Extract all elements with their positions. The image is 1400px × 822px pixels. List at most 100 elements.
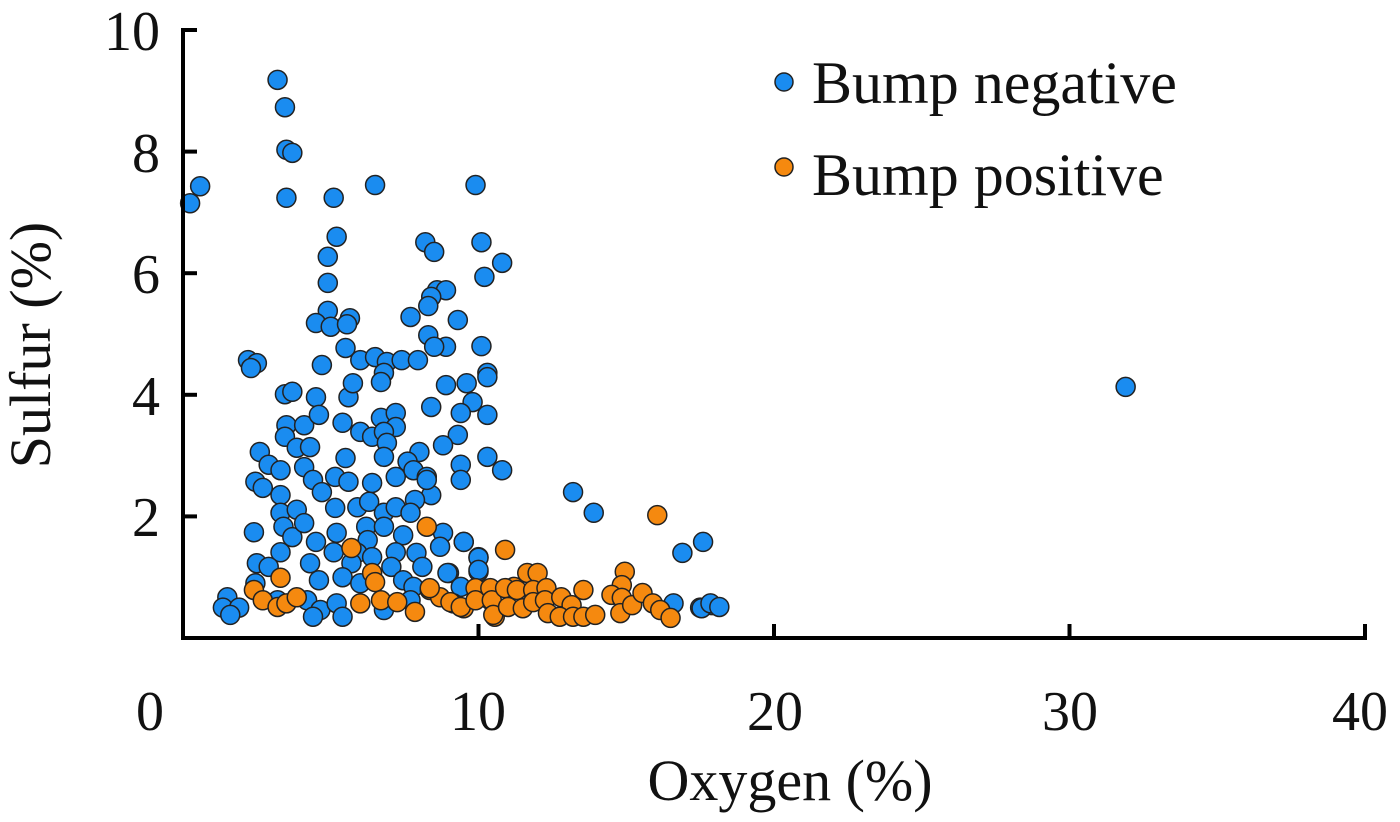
data-point-bump-positive xyxy=(364,571,386,593)
data-point-bump-negative xyxy=(282,381,303,403)
y-tick-label-2: 2 xyxy=(132,487,160,549)
legend-marker-bump-positive xyxy=(774,157,794,177)
data-point-bump-positive xyxy=(386,591,408,613)
data-point-bump-negative xyxy=(562,481,584,503)
data-point-bump-negative xyxy=(324,497,346,519)
data-point-bump-negative xyxy=(373,446,395,468)
data-point-bump-negative xyxy=(709,596,730,618)
data-point-bump-negative xyxy=(308,404,330,426)
data-point-bump-negative xyxy=(293,512,315,534)
data-point-bump-negative xyxy=(420,396,442,418)
y-tick-label-6: 6 xyxy=(132,244,160,306)
data-point-bump-negative xyxy=(299,436,321,458)
data-point-bump-negative xyxy=(276,187,297,209)
data-point-bump-negative xyxy=(432,435,454,456)
legend-label-bump-positive: Bump positive xyxy=(812,142,1164,208)
data-point-bump-negative xyxy=(453,531,474,553)
data-point-bump-negative xyxy=(338,471,359,492)
data-point-bump-negative xyxy=(474,266,495,288)
data-point-bump-negative xyxy=(361,472,383,494)
data-point-bump-negative xyxy=(336,314,358,335)
data-point-bump-negative xyxy=(332,606,353,627)
data-point-bump-negative xyxy=(282,526,303,548)
data-point-bump-negative xyxy=(252,477,274,499)
x-tick-label-20: 20 xyxy=(747,681,803,743)
legend-marker-bump-negative xyxy=(774,72,794,92)
data-point-bump-negative xyxy=(423,336,445,358)
data-point-bump-negative xyxy=(450,469,472,491)
data-point-bump-negative xyxy=(293,414,315,436)
data-point-bump-negative xyxy=(179,193,201,214)
data-points xyxy=(179,69,1136,629)
data-point-bump-negative xyxy=(447,424,469,446)
data-point-bump-negative xyxy=(317,246,339,268)
data-point-bump-negative xyxy=(450,402,472,424)
legend: Bump negative Bump positive xyxy=(774,50,1177,208)
data-point-bump-positive xyxy=(404,601,426,623)
x-axis-label: Oxygen (%) xyxy=(647,748,932,813)
data-point-bump-negative xyxy=(407,349,429,371)
data-point-bump-positive xyxy=(416,516,438,537)
data-point-bump-negative xyxy=(240,357,262,379)
data-point-bump-negative xyxy=(335,447,356,469)
data-point-bump-negative xyxy=(332,566,353,588)
data-point-bump-negative xyxy=(189,176,211,197)
data-point-bump-negative xyxy=(692,531,714,553)
data-point-bump-positive xyxy=(419,577,440,599)
data-point-bump-negative xyxy=(385,466,407,488)
data-point-bump-negative xyxy=(437,562,458,584)
data-point-bump-negative xyxy=(326,522,347,544)
data-point-bump-negative xyxy=(477,404,498,426)
data-point-bump-negative xyxy=(332,412,353,434)
data-point-bump-negative xyxy=(447,309,469,331)
data-point-bump-negative xyxy=(274,96,296,118)
data-point-bump-negative xyxy=(305,531,327,553)
data-point-bump-negative xyxy=(317,272,339,294)
data-point-bump-negative xyxy=(243,521,265,543)
data-point-bump-negative xyxy=(311,481,333,503)
data-point-bump-positive xyxy=(494,539,516,561)
data-point-bump-negative xyxy=(468,559,489,581)
y-tick-label-10: 10 xyxy=(104,1,160,63)
data-point-bump-negative xyxy=(416,469,438,491)
data-point-bump-negative xyxy=(392,524,414,546)
data-point-bump-negative xyxy=(267,69,288,91)
data-point-bump-negative xyxy=(342,372,364,394)
y-axis-label: Sulfur (%) xyxy=(0,222,63,468)
data-point-bump-positive xyxy=(573,579,594,601)
data-point-bump-negative xyxy=(456,372,477,394)
data-point-bump-positive xyxy=(286,587,308,608)
x-tick-label-30: 30 xyxy=(1042,681,1098,743)
data-point-bump-negative xyxy=(477,446,498,468)
data-point-bump-negative xyxy=(323,542,344,563)
data-point-bump-positive xyxy=(660,607,681,629)
data-point-bump-negative xyxy=(412,556,433,578)
axis-ticks xyxy=(183,28,1367,638)
data-point-bump-negative xyxy=(471,335,492,357)
data-point-bump-negative xyxy=(373,516,395,537)
data-point-bump-negative xyxy=(370,371,392,393)
data-point-bump-negative xyxy=(323,187,344,209)
data-point-bump-positive xyxy=(350,593,371,614)
data-point-bump-negative xyxy=(270,484,291,506)
data-point-bump-negative xyxy=(400,306,421,328)
data-point-bump-negative xyxy=(418,295,439,317)
data-point-bump-negative xyxy=(1115,376,1136,398)
data-point-bump-negative xyxy=(270,459,291,481)
data-point-bump-negative xyxy=(491,252,513,274)
y-tick-label-4: 4 xyxy=(132,366,160,428)
data-point-bump-negative xyxy=(358,491,380,513)
data-point-bump-negative xyxy=(429,536,451,558)
data-point-bump-negative xyxy=(435,374,457,396)
x-tick-label-40: 40 xyxy=(1332,681,1388,743)
data-point-bump-negative xyxy=(282,142,303,164)
data-point-bump-negative xyxy=(308,569,330,591)
x-tick-label-10: 10 xyxy=(450,681,506,743)
data-point-bump-positive xyxy=(584,604,606,626)
data-point-bump-negative xyxy=(477,366,498,388)
legend-label-bump-negative: Bump negative xyxy=(812,50,1177,116)
data-point-bump-negative xyxy=(381,556,402,578)
data-point-bump-negative xyxy=(220,604,241,626)
data-point-bump-negative xyxy=(465,174,486,196)
